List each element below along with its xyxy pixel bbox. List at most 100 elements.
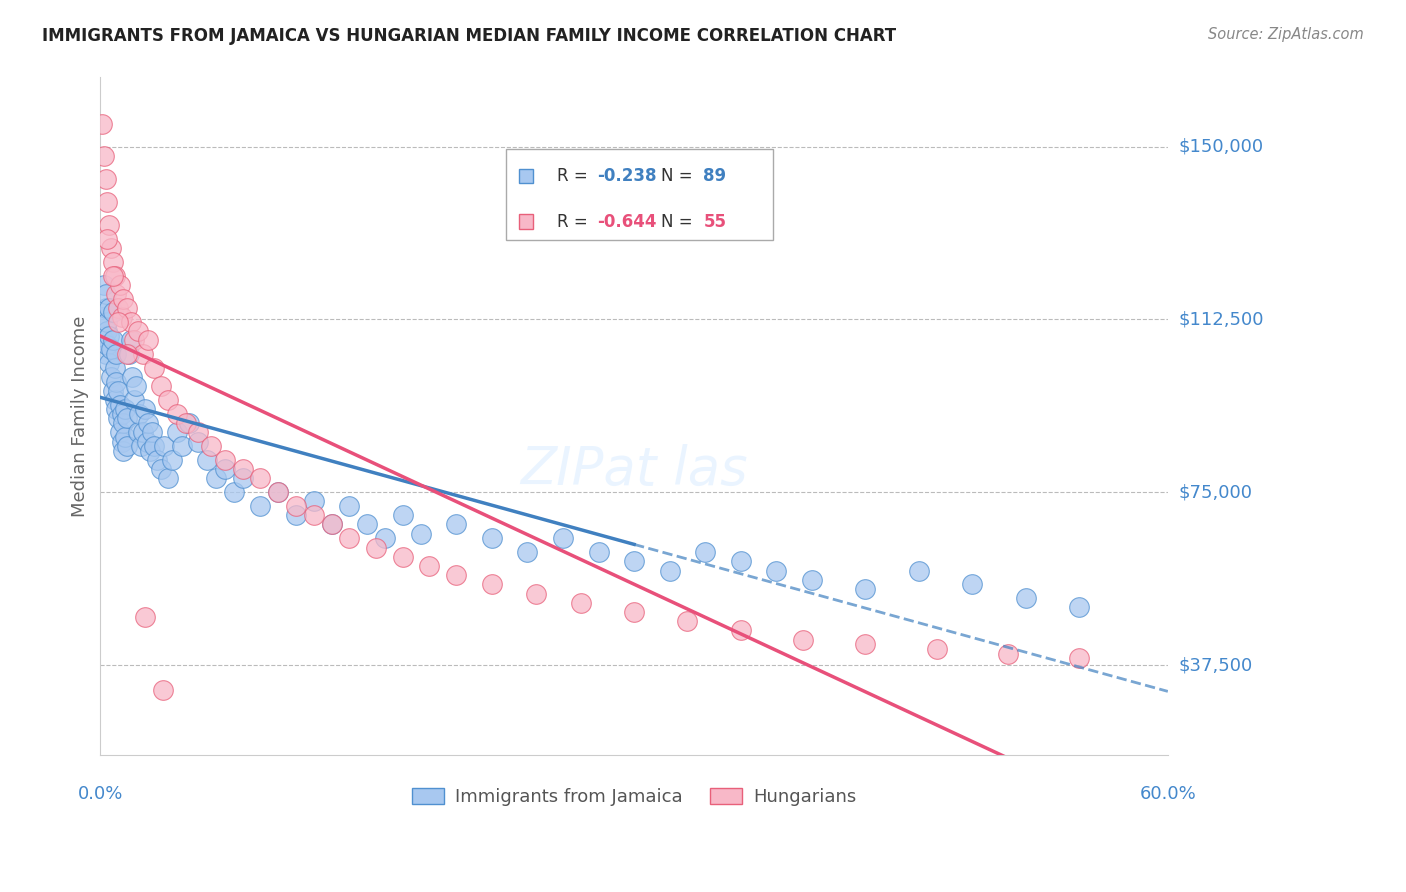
Point (91, 116, 114, 130)
Point (105, 375, 128, 389)
Point (160, 453, 183, 467)
Point (108, 277, 131, 292)
Point (129, 439, 152, 453)
Point (302, 508, 325, 523)
Point (103, 392, 125, 407)
Point (658, 564, 681, 578)
Point (127, 324, 149, 338)
Point (205, 471, 228, 485)
Point (107, 384, 129, 398)
Point (321, 517, 343, 532)
Point (232, 462, 254, 476)
Point (960, 577, 983, 591)
Point (100, 343, 122, 357)
Text: 0.0%: 0.0% (77, 786, 124, 804)
Point (103, 268, 125, 283)
Text: N =: N = (661, 167, 697, 185)
Point (142, 439, 165, 453)
Point (149, 462, 172, 476)
Bar (519, 169, 533, 184)
Point (128, 407, 150, 421)
Point (134, 402, 156, 417)
Point (853, 637, 876, 651)
Point (1067, 600, 1090, 615)
Point (111, 310, 134, 324)
Point (127, 425, 149, 440)
Point (107, 315, 129, 329)
Point (112, 416, 135, 430)
Point (94, 287, 117, 301)
Legend: Immigrants from Jamaica, Hungarians: Immigrants from Jamaica, Hungarians (405, 780, 863, 814)
Point (93, 333, 115, 347)
Point (695, 545, 717, 559)
Point (285, 508, 308, 523)
Text: 60.0%: 60.0% (1139, 786, 1197, 804)
Text: R =: R = (557, 212, 593, 231)
Point (101, 268, 124, 283)
Point (111, 407, 134, 421)
Point (174, 416, 197, 430)
Point (115, 411, 138, 425)
Point (391, 549, 413, 564)
Point (91, 310, 114, 324)
Point (105, 402, 128, 417)
Point (267, 485, 290, 500)
Text: N =: N = (661, 212, 697, 231)
Text: ZIPat las: ZIPat las (520, 444, 748, 496)
Point (120, 315, 142, 329)
Point (98, 356, 121, 370)
Point (623, 605, 645, 619)
Text: $150,000: $150,000 (1180, 137, 1264, 155)
Point (141, 425, 163, 440)
Point (122, 392, 145, 407)
Text: Source: ZipAtlas.com: Source: ZipAtlas.com (1208, 27, 1364, 42)
Point (96, 232, 118, 246)
Point (391, 508, 413, 523)
Point (96, 194, 118, 209)
Point (142, 360, 165, 375)
Point (249, 499, 271, 513)
Point (481, 531, 503, 545)
Point (200, 439, 222, 453)
Point (107, 301, 129, 315)
Point (107, 411, 129, 425)
Point (1014, 591, 1036, 606)
Point (444, 517, 467, 532)
Point (285, 499, 308, 513)
Point (114, 430, 136, 444)
Text: $37,500: $37,500 (1180, 656, 1253, 674)
Text: $112,500: $112,500 (1180, 310, 1264, 328)
Text: -0.644: -0.644 (596, 212, 657, 231)
Point (115, 347, 138, 361)
Point (138, 333, 160, 347)
Point (187, 434, 209, 449)
Point (94, 171, 117, 186)
Point (195, 453, 218, 467)
Point (111, 434, 134, 449)
Point (96, 315, 118, 329)
Point (93, 277, 115, 292)
Point (444, 568, 467, 582)
Point (853, 582, 876, 596)
Point (765, 564, 787, 578)
Point (730, 554, 752, 568)
Point (516, 545, 538, 559)
Point (103, 360, 125, 375)
Point (100, 370, 122, 384)
Point (101, 333, 124, 347)
Point (98, 218, 121, 232)
Point (100, 241, 122, 255)
Point (98, 328, 121, 343)
Point (232, 471, 254, 485)
Y-axis label: Median Family Income: Median Family Income (72, 316, 89, 516)
Point (156, 471, 179, 485)
Point (792, 632, 814, 647)
Point (356, 517, 378, 532)
Point (166, 407, 188, 421)
Point (267, 485, 290, 500)
Point (551, 531, 574, 545)
Point (676, 614, 699, 628)
Point (112, 292, 135, 306)
Point (115, 301, 138, 315)
Point (105, 287, 128, 301)
